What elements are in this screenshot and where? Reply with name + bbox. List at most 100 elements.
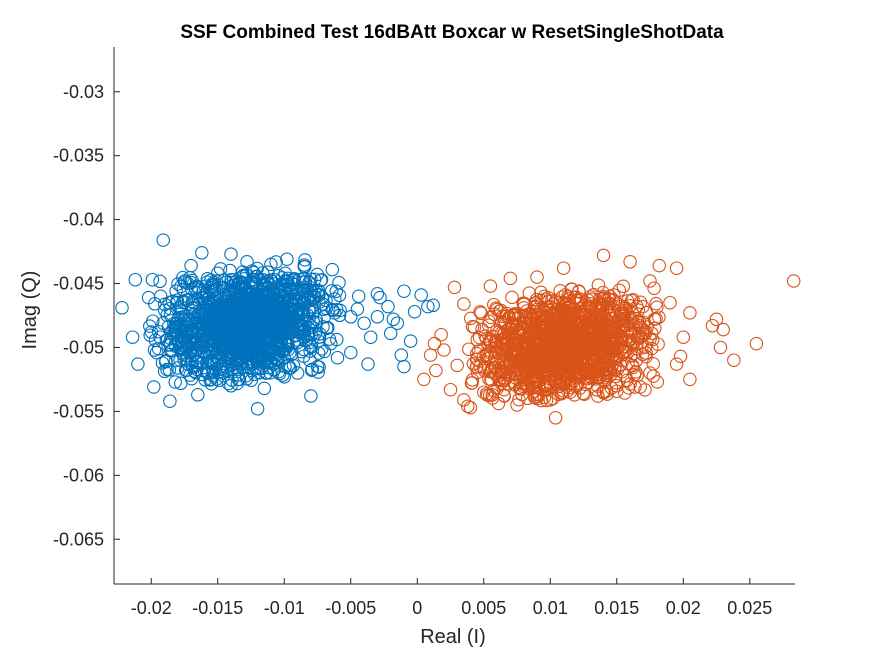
data-point bbox=[115, 301, 129, 315]
data-point bbox=[537, 289, 552, 304]
data-point bbox=[169, 284, 183, 298]
y-tick-label: -0.06 bbox=[63, 465, 104, 485]
data-point bbox=[397, 359, 411, 374]
data-point bbox=[786, 274, 801, 288]
data-point bbox=[417, 372, 431, 387]
data-point bbox=[307, 304, 322, 318]
data-point bbox=[246, 265, 261, 280]
data-point bbox=[488, 345, 503, 360]
data-point bbox=[643, 274, 657, 288]
data-point bbox=[172, 301, 186, 315]
data-point bbox=[290, 314, 305, 329]
data-point bbox=[572, 284, 586, 298]
data-point bbox=[256, 278, 270, 293]
data-point bbox=[621, 330, 636, 344]
data-point bbox=[170, 295, 185, 310]
data-point bbox=[502, 322, 516, 336]
data-point bbox=[131, 357, 145, 371]
data-point bbox=[554, 362, 569, 377]
data-point bbox=[147, 380, 161, 394]
data-point bbox=[683, 306, 697, 320]
data-point bbox=[487, 297, 501, 312]
data-point bbox=[179, 353, 194, 367]
data-point bbox=[705, 318, 720, 333]
data-point bbox=[447, 280, 462, 295]
data-point bbox=[533, 332, 548, 346]
x-tick-label: -0.005 bbox=[325, 598, 376, 618]
data-point bbox=[174, 376, 188, 391]
data-point bbox=[328, 292, 342, 306]
data-point bbox=[635, 327, 650, 341]
data-point bbox=[507, 332, 522, 347]
x-tick-label: -0.01 bbox=[264, 598, 305, 618]
data-point bbox=[494, 376, 508, 390]
data-point bbox=[482, 372, 496, 386]
data-point bbox=[536, 329, 550, 344]
data-point bbox=[224, 379, 238, 393]
data-point bbox=[199, 297, 214, 311]
data-point bbox=[160, 308, 174, 322]
data-point bbox=[749, 336, 764, 351]
data-point bbox=[548, 411, 563, 425]
data-point bbox=[143, 328, 157, 342]
data-point bbox=[218, 328, 232, 342]
y-tick-label: -0.05 bbox=[63, 337, 104, 357]
data-point bbox=[171, 361, 185, 375]
data-point bbox=[278, 266, 292, 281]
data-point bbox=[540, 325, 555, 339]
data-point bbox=[246, 318, 260, 333]
data-point bbox=[650, 375, 665, 389]
data-point bbox=[128, 272, 143, 287]
data-point bbox=[570, 307, 584, 321]
data-point bbox=[606, 348, 621, 363]
data-point bbox=[669, 357, 684, 371]
data-point bbox=[563, 385, 577, 399]
data-point bbox=[613, 322, 627, 337]
data-point bbox=[713, 340, 728, 355]
data-point bbox=[443, 382, 458, 397]
data-point bbox=[510, 398, 524, 412]
data-point bbox=[597, 355, 612, 369]
data-point bbox=[581, 362, 596, 376]
data-point bbox=[477, 385, 491, 399]
data-point bbox=[610, 379, 624, 393]
data-point bbox=[333, 303, 347, 318]
data-point bbox=[481, 318, 496, 332]
data-point bbox=[185, 294, 200, 309]
data-point bbox=[532, 381, 546, 396]
data-point bbox=[578, 338, 593, 353]
data-point bbox=[156, 316, 170, 330]
data-point bbox=[643, 366, 657, 380]
data-point bbox=[543, 303, 557, 318]
data-point bbox=[579, 304, 593, 319]
data-point bbox=[727, 353, 741, 367]
data-point bbox=[496, 338, 511, 352]
data-point bbox=[472, 330, 487, 345]
data-point bbox=[519, 378, 533, 393]
data-point bbox=[168, 339, 183, 353]
y-axis-title: Imag (Q) bbox=[19, 271, 41, 350]
data-point bbox=[195, 367, 210, 382]
data-point bbox=[603, 296, 617, 311]
data-point bbox=[266, 357, 281, 372]
data-point bbox=[590, 382, 604, 397]
x-tick-label: 0.005 bbox=[461, 598, 506, 618]
data-point bbox=[297, 271, 311, 286]
data-point bbox=[297, 258, 312, 272]
data-point bbox=[383, 326, 398, 341]
data-point bbox=[174, 319, 188, 334]
data-point bbox=[539, 393, 554, 408]
data-point bbox=[311, 365, 325, 379]
data-point bbox=[195, 246, 209, 260]
data-point bbox=[224, 247, 238, 261]
data-point bbox=[520, 391, 535, 406]
data-point bbox=[239, 316, 254, 330]
data-point bbox=[177, 274, 192, 288]
y-tick-label: -0.03 bbox=[63, 82, 104, 102]
data-point bbox=[647, 281, 661, 295]
data-point bbox=[507, 377, 522, 392]
data-point bbox=[478, 364, 492, 378]
x-tick-label: -0.02 bbox=[131, 598, 172, 618]
